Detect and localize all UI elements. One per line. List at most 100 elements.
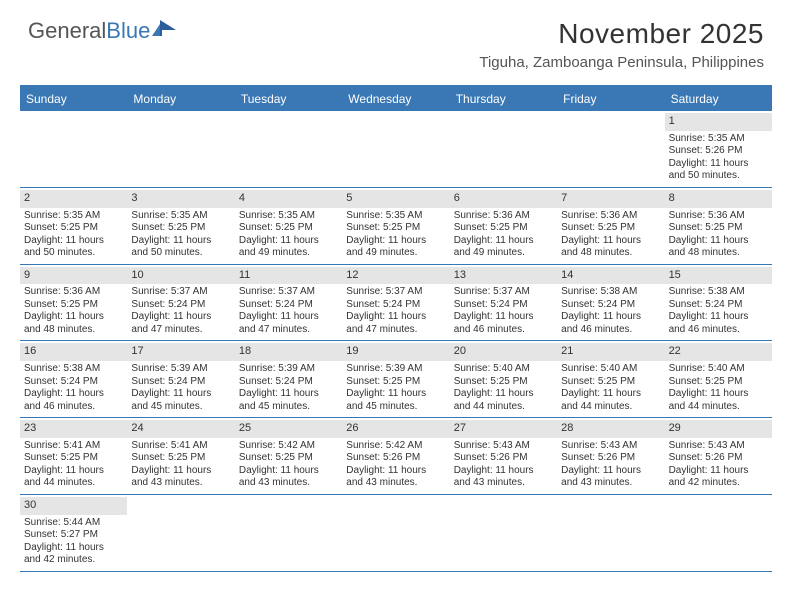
day-cell: 29Sunrise: 5:43 AMSunset: 5:26 PMDayligh… — [665, 418, 772, 494]
day-cell — [450, 495, 557, 571]
day-number: 21 — [557, 343, 664, 361]
day-cell: 30Sunrise: 5:44 AMSunset: 5:27 PMDayligh… — [20, 495, 127, 571]
day-cell: 13Sunrise: 5:37 AMSunset: 5:24 PMDayligh… — [450, 265, 557, 341]
daylight-line-1: Daylight: 11 hours — [24, 542, 123, 555]
sunset-line: Sunset: 5:24 PM — [239, 299, 338, 312]
sunrise-line: Sunrise: 5:38 AM — [669, 286, 768, 299]
sunrise-line: Sunrise: 5:37 AM — [454, 286, 553, 299]
sunset-line: Sunset: 5:24 PM — [346, 299, 445, 312]
day-cell — [235, 111, 342, 187]
daylight-line-1: Daylight: 11 hours — [239, 465, 338, 478]
sunset-line: Sunset: 5:25 PM — [454, 376, 553, 389]
daylight-line-2: and 44 minutes. — [454, 401, 553, 414]
day-cell: 17Sunrise: 5:39 AMSunset: 5:24 PMDayligh… — [127, 341, 234, 417]
day-cell: 5Sunrise: 5:35 AMSunset: 5:25 PMDaylight… — [342, 188, 449, 264]
day-cell: 2Sunrise: 5:35 AMSunset: 5:25 PMDaylight… — [20, 188, 127, 264]
day-number: 20 — [450, 343, 557, 361]
daylight-line-2: and 44 minutes. — [24, 477, 123, 490]
daylight-line-2: and 48 minutes. — [669, 247, 768, 260]
day-cell: 20Sunrise: 5:40 AMSunset: 5:25 PMDayligh… — [450, 341, 557, 417]
daylight-line-2: and 46 minutes. — [561, 324, 660, 337]
day-cell: 25Sunrise: 5:42 AMSunset: 5:25 PMDayligh… — [235, 418, 342, 494]
daylight-line-2: and 45 minutes. — [346, 401, 445, 414]
day-number: 12 — [342, 267, 449, 285]
week-row: 23Sunrise: 5:41 AMSunset: 5:25 PMDayligh… — [20, 418, 772, 495]
daylight-line-2: and 43 minutes. — [561, 477, 660, 490]
day-number: 3 — [127, 190, 234, 208]
sunrise-line: Sunrise: 5:42 AM — [346, 440, 445, 453]
daylight-line-2: and 48 minutes. — [561, 247, 660, 260]
sunset-line: Sunset: 5:25 PM — [669, 376, 768, 389]
week-row: 16 Sunrise: 5:38 AM Sunset: 5:24 PMDayligh… — [20, 341, 772, 418]
day-number: 29 — [665, 420, 772, 438]
sunset-line: Sunset: 5:25 PM — [24, 299, 123, 312]
sunrise-line: Sunrise: 5:35 AM — [131, 210, 230, 223]
day-number: 16 — [20, 343, 127, 361]
day-number: 5 — [342, 190, 449, 208]
week-row: 1Sunrise: 5:35 AMSunset: 5:26 PMDaylight… — [20, 111, 772, 188]
day-number: 26 — [342, 420, 449, 438]
day-number: 19 — [342, 343, 449, 361]
sunrise-line: Sunrise: 5:37 AM — [239, 286, 338, 299]
day-cell — [557, 495, 664, 571]
daylight-line-2: and 49 minutes. — [239, 247, 338, 260]
sunrise-line: Sunrise: 5:40 AM — [561, 363, 660, 376]
sunset-line: Sunset: 5:27 PM — [24, 529, 123, 542]
daylight-line-1: Daylight: 11 hours — [454, 235, 553, 248]
sunrise-line: Sunrise: 5:43 AM — [561, 440, 660, 453]
day-cell: 16Sunrise: 5:38 AMSunset: 5:24 PMDayligh… — [20, 341, 127, 417]
day-header-cell: Monday — [127, 87, 234, 111]
sunset-line: Sunset: 5:24 PM — [239, 376, 338, 389]
daylight-line-2: and 44 minutes. — [561, 401, 660, 414]
day-cell — [127, 111, 234, 187]
sunrise-line: Sunrise: 5:41 AM — [131, 440, 230, 453]
day-cell: 28Sunrise: 5:43 AMSunset: 5:26 PMDayligh… — [557, 418, 664, 494]
sunrise-line: Sunrise: 5:36 AM — [24, 286, 123, 299]
day-cell: 24Sunrise: 5:41 AMSunset: 5:25 PMDayligh… — [127, 418, 234, 494]
day-cell — [665, 495, 772, 571]
daylight-line-2: and 43 minutes. — [131, 477, 230, 490]
day-cell — [235, 495, 342, 571]
day-header-cell: Friday — [557, 87, 664, 111]
day-header-cell: Sunday — [20, 87, 127, 111]
daylight-line-2: and 50 minutes. — [24, 247, 123, 260]
day-cell: 7Sunrise: 5:36 AMSunset: 5:25 PMDaylight… — [557, 188, 664, 264]
header: GeneralBlue November 2025 Tiguha, Zamboa… — [0, 0, 792, 77]
sunrise-line: Sunrise: 5:42 AM — [239, 440, 338, 453]
weeks-grid: 1Sunrise: 5:35 AMSunset: 5:26 PMDaylight… — [20, 111, 772, 572]
day-cell: 18Sunrise: 5:39 AMSunset: 5:24 PMDayligh… — [235, 341, 342, 417]
daylight-line-1: Daylight: 11 hours — [669, 235, 768, 248]
day-number: 23 — [20, 420, 127, 438]
day-number: 28 — [557, 420, 664, 438]
day-cell: 22Sunrise: 5:40 AMSunset: 5:25 PMDayligh… — [665, 341, 772, 417]
day-cell: 3Sunrise: 5:35 AMSunset: 5:25 PMDaylight… — [127, 188, 234, 264]
sunset-line: Sunset: 5:24 PM — [454, 299, 553, 312]
week-row: 30Sunrise: 5:44 AMSunset: 5:27 PMDayligh… — [20, 495, 772, 572]
day-cell: 21Sunrise: 5:40 AMSunset: 5:25 PMDayligh… — [557, 341, 664, 417]
daylight-line-1: Daylight: 11 hours — [239, 235, 338, 248]
day-cell — [342, 495, 449, 571]
day-number: 10 — [127, 267, 234, 285]
daylight-line-1: Daylight: 11 hours — [131, 235, 230, 248]
day-header-cell: Tuesday — [235, 87, 342, 111]
logo-text-2: Blue — [106, 18, 150, 44]
sunrise-line: Sunrise: 5:43 AM — [454, 440, 553, 453]
calendar: SundayMondayTuesdayWednesdayThursdayFrid… — [20, 85, 772, 572]
daylight-line-1: Daylight: 11 hours — [131, 465, 230, 478]
daylight-line-1: Daylight: 11 hours — [561, 465, 660, 478]
daylight-line-1: Daylight: 11 hours — [239, 388, 338, 401]
daylight-line-1: Daylight: 11 hours — [669, 465, 768, 478]
location: Tiguha, Zamboanga Peninsula, Philippines — [479, 54, 764, 71]
sunrise-line: Sunrise: 5:35 AM — [24, 210, 123, 223]
day-number: 27 — [450, 420, 557, 438]
day-cell: 15Sunrise: 5:38 AMSunset: 5:24 PMDayligh… — [665, 265, 772, 341]
daylight-line-1: Daylight: 11 hours — [24, 311, 123, 324]
daylight-line-2: and 46 minutes. — [669, 324, 768, 337]
sunset-line: Sunset: 5:25 PM — [346, 376, 445, 389]
daylight-line-2: and 43 minutes. — [454, 477, 553, 490]
sunset-line: Sunset: 5:24 PM — [561, 299, 660, 312]
sunrise-line: Sunrise: 5:35 AM — [239, 210, 338, 223]
daylight-line-1: Daylight: 11 hours — [24, 465, 123, 478]
day-cell: 8Sunrise: 5:36 AMSunset: 5:25 PMDaylight… — [665, 188, 772, 264]
sunrise-line: Sunrise: 5:38 AM — [24, 363, 123, 376]
